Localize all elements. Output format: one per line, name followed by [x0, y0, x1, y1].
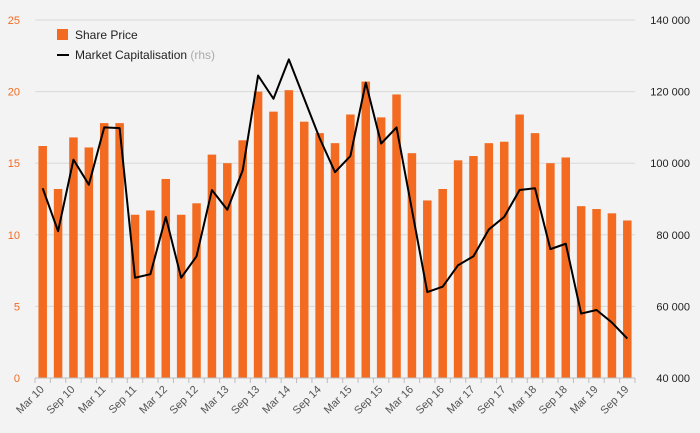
legend-label-market-cap: Market Capitalisation (rhs)	[75, 48, 215, 62]
bar-share-price	[146, 210, 155, 378]
x-tick-label: Mar 18	[506, 384, 539, 417]
bar-share-price	[530, 133, 540, 378]
bar-share-price	[53, 188, 63, 378]
y-right-tick-label: 80 000	[656, 230, 690, 242]
x-tick-label: Sep 10	[44, 384, 77, 417]
bar-share-price	[376, 117, 386, 378]
x-tick-label: Sep 11	[107, 384, 140, 417]
bar-share-price	[607, 213, 617, 378]
y-right-tick-label: 100 000	[650, 158, 690, 170]
bar-share-price	[361, 81, 371, 379]
bar-share-price	[392, 94, 401, 379]
bar-share-price	[315, 133, 324, 378]
bar-share-price	[176, 214, 186, 378]
bar-share-price	[269, 111, 278, 378]
bar-share-price	[299, 121, 309, 378]
x-tick-label: Mar 11	[76, 384, 108, 416]
y-right-tick-label: 120 000	[650, 87, 690, 99]
bar-share-price	[407, 153, 417, 378]
share-price-bars	[38, 81, 632, 379]
y-left-tick-label: 20	[8, 87, 20, 99]
bar-share-price	[99, 123, 109, 378]
legend: Share Price Market Capitalisation (rhs)	[57, 28, 215, 62]
x-tick-label: Sep 17	[475, 384, 508, 417]
y-left-tick-label: 15	[8, 158, 20, 170]
bar-share-price	[223, 163, 232, 378]
x-tick-label: Sep 18	[537, 384, 570, 417]
bar-share-price	[284, 90, 294, 378]
bar-share-price	[623, 220, 632, 378]
x-tick-label: Mar 14	[260, 384, 293, 417]
y-left-tick-label: 5	[14, 301, 20, 313]
x-tick-label: Sep 19	[598, 384, 631, 417]
bar-share-price	[515, 114, 524, 379]
line-market-capitalisation	[41, 58, 629, 340]
x-tick-label: Sep 14	[291, 384, 324, 417]
bar-share-price	[592, 209, 601, 378]
legend-swatch-share-price	[57, 29, 68, 40]
legend-series-suffix: (rhs)	[190, 48, 215, 62]
bar-share-price	[192, 203, 201, 378]
bar-share-price	[84, 147, 94, 378]
y-right-tick-label: 140 000	[650, 15, 690, 27]
y-right-tick-label: 60 000	[656, 301, 690, 313]
bar-share-price	[499, 141, 509, 378]
x-tick-label: Mar 15	[322, 384, 355, 417]
x-tick-label: Mar 16	[383, 384, 416, 417]
x-tick-label: Mar 12	[137, 384, 170, 417]
x-tick-label: Sep 12	[168, 384, 201, 417]
market-cap-line-layer	[41, 58, 629, 340]
x-tick-label: Sep 13	[229, 384, 262, 417]
bar-share-price	[253, 91, 263, 378]
x-tick-label: Mar 10	[14, 384, 47, 417]
bar-share-price	[438, 188, 447, 378]
x-tick-label: Mar 13	[199, 384, 232, 417]
bar-share-price	[238, 140, 247, 378]
y-left-tick-label: 0	[14, 373, 20, 385]
bar-share-price	[207, 154, 217, 378]
y-left-tick-label: 25	[8, 15, 20, 27]
bar-share-price	[330, 143, 340, 378]
bar-share-price	[69, 137, 78, 378]
y-right-tick-label: 40 000	[656, 373, 690, 385]
legend-label-share-price: Share Price	[75, 28, 138, 42]
bar-share-price	[130, 214, 140, 378]
x-tick-label: Sep 16	[414, 384, 447, 417]
bar-share-price	[469, 156, 478, 378]
x-tick-label: Mar 19	[568, 384, 601, 417]
bar-share-price	[484, 143, 494, 378]
legend-series-name: Market Capitalisation	[75, 48, 190, 62]
bar-share-price	[161, 178, 171, 378]
x-tick-label: Mar 17	[445, 384, 478, 417]
x-tick-label: Sep 15	[352, 384, 385, 417]
bar-share-price	[576, 206, 586, 378]
bar-share-price	[546, 163, 555, 378]
bar-share-price	[346, 114, 355, 379]
bar-share-price	[561, 157, 571, 378]
bar-share-price	[38, 146, 47, 378]
bar-share-price	[115, 123, 124, 378]
y-left-tick-label: 10	[8, 230, 20, 242]
bar-share-price	[453, 160, 463, 378]
